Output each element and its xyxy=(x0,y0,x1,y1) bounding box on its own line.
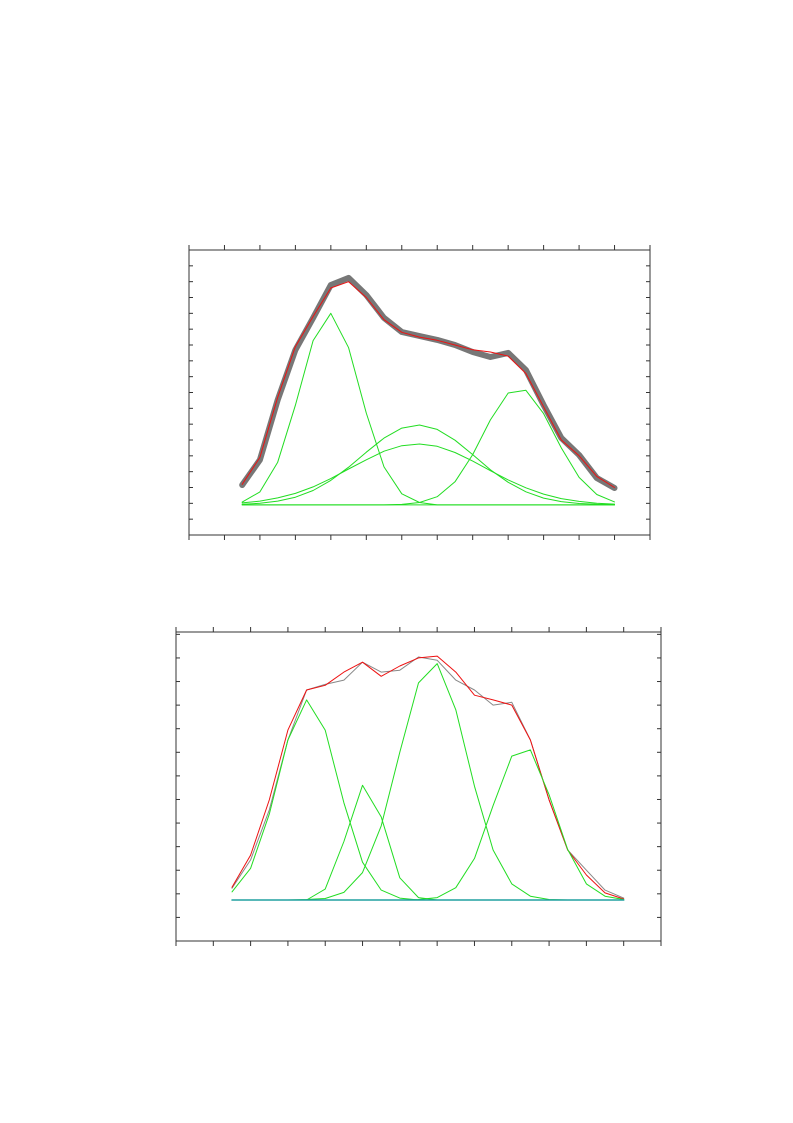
plot-frame xyxy=(175,631,662,942)
curve xyxy=(241,389,615,506)
curve xyxy=(239,274,618,491)
curve xyxy=(231,699,625,901)
curve xyxy=(231,655,625,900)
plot-frame xyxy=(188,249,651,536)
curve xyxy=(231,663,625,901)
curve xyxy=(241,281,615,488)
curve xyxy=(231,656,625,899)
curve xyxy=(231,749,625,901)
curve xyxy=(241,443,615,505)
curve xyxy=(241,424,615,506)
